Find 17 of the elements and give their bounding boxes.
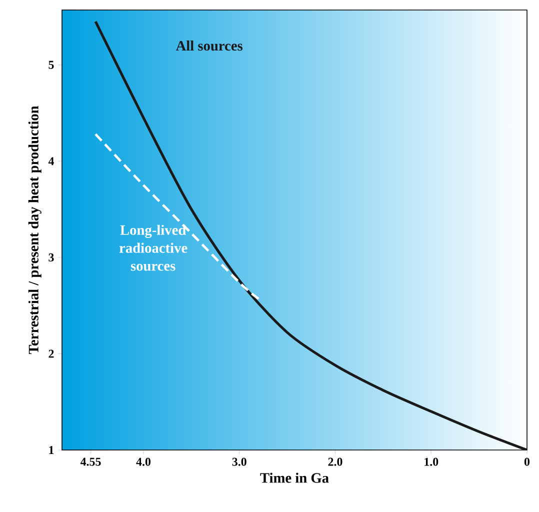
y-tick-label: 4 [48,157,54,166]
y-tick-label: 2 [48,350,54,358]
y-tick-label: 1 [49,446,54,454]
text: All sources [176,40,243,51]
x-tick-label: 4.0 [136,458,150,466]
line-series [94,133,260,300]
x-tick-label: 1.0 [424,458,438,466]
x-tick-label: 3.0 [232,458,246,466]
y-tick-label: 5 [48,60,54,69]
x-tick-label: 0 [524,458,530,466]
series-label: Long-lived radioactive sources [119,224,188,271]
x-axis-title: Time in Ga [260,472,329,483]
y-tick-label: 3 [48,253,54,262]
line-series [94,20,527,450]
x-tick-label: 4.55 [80,458,101,466]
y-axis-title: Terrestrial / present day heat production [28,106,42,354]
x-tick-label: 2.0 [328,458,342,466]
